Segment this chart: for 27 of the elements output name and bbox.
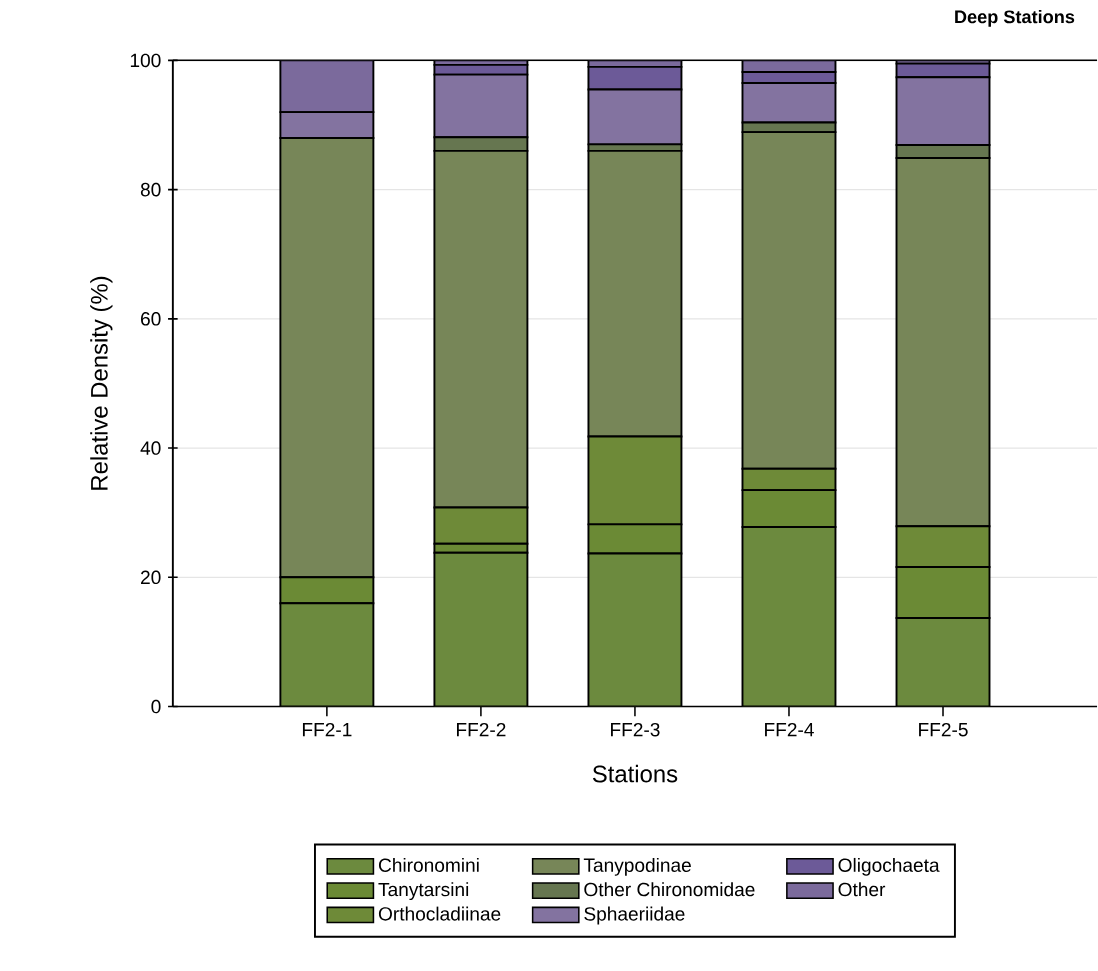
x-tick-label: FF2-5 bbox=[919, 722, 968, 737]
y-tick-label: 0 bbox=[151, 699, 161, 714]
legend-label: Oligochaeta bbox=[838, 857, 940, 876]
y-tick-label: 40 bbox=[140, 441, 161, 455]
legend-label: Other Chironomidae bbox=[584, 882, 755, 897]
x-axis-title: Stations bbox=[592, 764, 678, 783]
x-tick-label: FF2-1 bbox=[302, 722, 352, 737]
legend-label: Chironomini bbox=[378, 857, 479, 872]
y-tick-label: 60 bbox=[141, 312, 161, 326]
y-tick-label: 80 bbox=[140, 182, 161, 197]
bar bbox=[895, 617, 991, 707]
x-tick-label: FF2-4 bbox=[765, 722, 814, 737]
bar bbox=[434, 552, 528, 707]
y-tick-label: 20 bbox=[141, 570, 161, 585]
bar bbox=[588, 553, 682, 707]
legend-label: Sphaeriidae bbox=[584, 906, 685, 925]
legend-label: Tanytarsini bbox=[378, 882, 469, 900]
legend-label: Tanypodinae bbox=[583, 857, 691, 876]
x-tick-label: FF2-3 bbox=[611, 722, 660, 737]
chart-title: Deep Stations bbox=[955, 9, 1075, 27]
bar bbox=[742, 526, 836, 707]
x-tick-label: FF2-2 bbox=[457, 722, 506, 737]
legend-label: Orthocladiinae bbox=[378, 906, 501, 921]
legend-label: Other bbox=[838, 882, 886, 897]
bar bbox=[280, 603, 374, 707]
y-tick-label: 100 bbox=[130, 53, 161, 68]
y-axis-title: Relative Density (%) bbox=[90, 276, 113, 490]
